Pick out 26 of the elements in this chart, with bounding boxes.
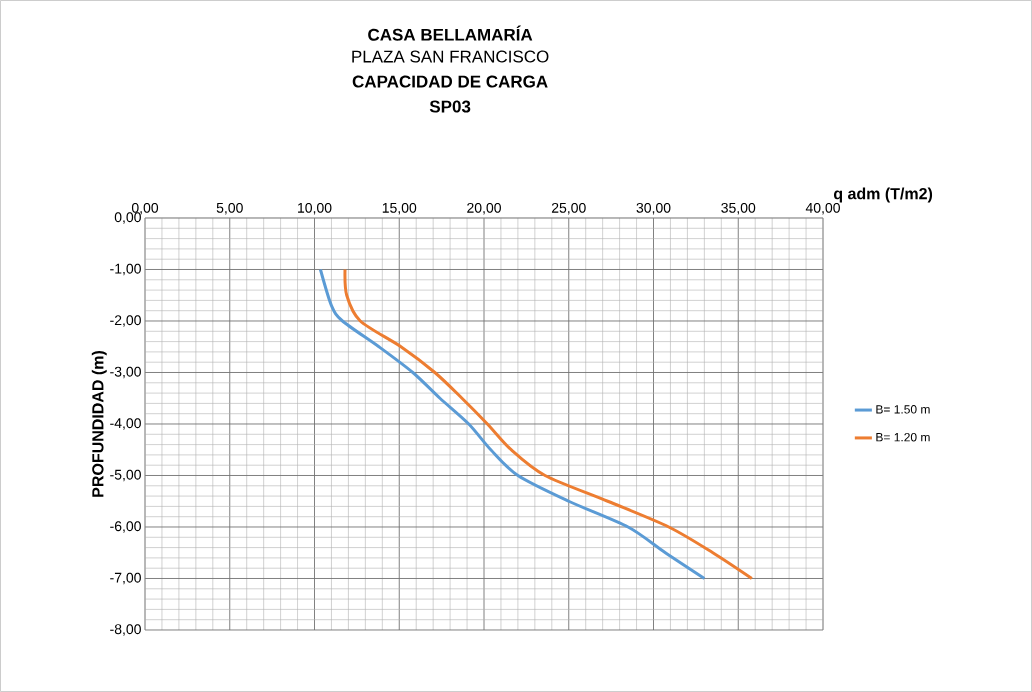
legend-label: B= 1.20 m [876, 433, 930, 442]
x-tick-label: 25,00 [551, 202, 586, 215]
y-tick-label: -1,00 [110, 263, 141, 276]
x-tick-label: 35,00 [721, 202, 756, 215]
y-tick-label: -3,00 [110, 366, 141, 379]
x-tick-label: 15,00 [382, 202, 417, 215]
chart-subtitle: PLAZA SAN FRANCISCO [352, 50, 549, 63]
y-tick-label: -5,00 [110, 469, 141, 482]
x-tick-label: 30,00 [636, 202, 671, 215]
y-tick-label: -2,00 [110, 315, 141, 327]
x-axis-title: q adm (T/m2) [833, 187, 933, 203]
legend-label: B= 1.50 m [876, 405, 930, 414]
text: CAPACIDAD DE CARGA [352, 75, 548, 88]
y-axis-title: PROFUNDIDAD (m) [91, 351, 107, 497]
x-tick-label: 20,00 [467, 202, 501, 215]
x-tick-label: 40,00 [805, 202, 840, 215]
line-series [343, 267, 754, 580]
x-tick-label: 5,00 [216, 202, 243, 215]
y-tick-label: -7,00 [110, 572, 141, 585]
x-tick-label: 10,00 [298, 202, 332, 215]
y-tick-label: -4,00 [110, 418, 141, 430]
y-tick-label: -8,00 [110, 624, 141, 636]
line-series [318, 267, 706, 580]
y-tick-label: -6,00 [110, 521, 141, 533]
text: SP03 [429, 100, 471, 113]
chart-title: CASA BELLAMARÍA [368, 25, 533, 41]
